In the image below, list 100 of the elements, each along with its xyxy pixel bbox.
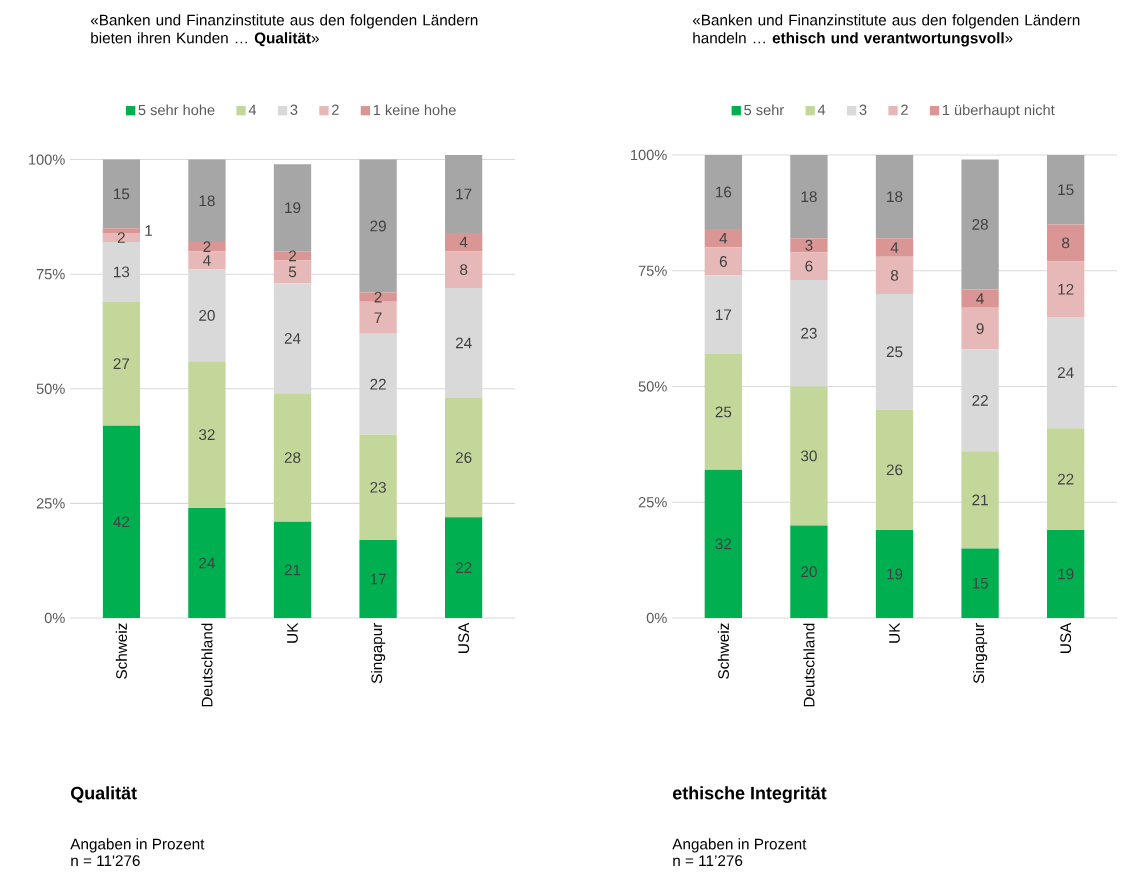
chart-title: «Banken und Finanzinstitute aus den folgenden Ländern handeln … ethisch und verantwortungsvoll» xyxy=(692,14,1080,47)
legend-label: 5 sehr xyxy=(744,104,784,116)
data-label: 32 xyxy=(715,538,732,550)
bar xyxy=(790,154,828,239)
bar xyxy=(359,301,397,334)
bar xyxy=(445,517,483,618)
bar xyxy=(1047,261,1085,318)
data-label: 2 xyxy=(117,232,125,243)
legend-label: 2 xyxy=(901,104,908,115)
legend-label: 5 sehr hohe xyxy=(138,104,215,116)
chart-title: «Banken und Finanzinstitute aus den folgenden Ländern bieten ihren Kunden … Qualität» xyxy=(90,14,478,47)
x-tick-label: Schweiz xyxy=(115,623,127,679)
x-tick-label: Deutschland xyxy=(803,623,815,707)
x-tick-label: USA xyxy=(1060,622,1072,653)
data-label: 13 xyxy=(114,266,130,278)
bar xyxy=(961,159,999,290)
bar xyxy=(1047,317,1085,429)
bar xyxy=(188,242,226,252)
text: Angaben in Prozent xyxy=(70,838,205,853)
data-label: 6 xyxy=(719,256,727,267)
data-label: 22 xyxy=(455,562,472,573)
data-label: 2 xyxy=(203,241,211,252)
data-label: 32 xyxy=(199,429,215,441)
bar xyxy=(102,228,141,233)
data-label: 15 xyxy=(114,188,130,200)
legend-label: 4 xyxy=(817,104,826,115)
bar xyxy=(102,242,141,302)
data-label: 4 xyxy=(459,236,468,248)
bar xyxy=(875,154,914,239)
bar xyxy=(102,301,141,426)
data-label: 8 xyxy=(460,264,468,275)
bar xyxy=(704,469,743,618)
text: n = 11'276 xyxy=(71,855,140,867)
data-label: 2 xyxy=(374,291,382,303)
bar xyxy=(704,275,743,355)
bar xyxy=(188,251,226,270)
y-tick-label: 25% xyxy=(36,498,65,509)
bar xyxy=(875,409,914,531)
data-label: 24 xyxy=(1057,367,1074,378)
data-label: 18 xyxy=(887,191,903,203)
data-label: 16 xyxy=(716,186,732,198)
data-label: 21 xyxy=(972,494,988,506)
bar xyxy=(273,260,312,284)
bar xyxy=(273,283,312,394)
x-tick-label: USA xyxy=(458,622,470,653)
data-label: 12 xyxy=(1058,283,1074,295)
bar xyxy=(704,229,743,248)
data-label: 6 xyxy=(805,260,813,272)
data-label: 5 xyxy=(288,266,297,278)
data-label: 19 xyxy=(285,202,301,214)
bar xyxy=(1047,154,1085,225)
bar xyxy=(359,159,397,293)
data-label: 1 xyxy=(145,225,153,236)
bar xyxy=(188,507,226,618)
bar xyxy=(875,238,914,257)
bar xyxy=(875,530,914,618)
legend-label: 1 überhaupt nicht xyxy=(942,104,1055,119)
data-label: 3 xyxy=(805,239,813,251)
bar xyxy=(188,159,226,243)
bar xyxy=(1047,428,1085,531)
data-label: 30 xyxy=(801,450,817,462)
bar xyxy=(102,425,141,618)
bar xyxy=(790,252,828,280)
data-label: 28 xyxy=(972,219,988,230)
x-tick-label: UK xyxy=(287,622,298,643)
x-tick-label: Deutschland xyxy=(201,623,213,707)
y-tick-label: 25% xyxy=(638,497,667,508)
x-tick-label: Singapur xyxy=(972,622,988,684)
bar xyxy=(359,333,397,435)
bar xyxy=(445,397,483,518)
bar xyxy=(359,434,397,541)
text: Angaben in Prozent xyxy=(672,838,807,853)
bar xyxy=(961,307,999,350)
bar xyxy=(273,164,312,252)
data-label: 23 xyxy=(801,327,817,339)
legend-label: 2 xyxy=(332,104,339,115)
data-label: 7 xyxy=(374,312,382,323)
bar xyxy=(704,247,743,276)
bar xyxy=(875,256,914,294)
bar xyxy=(445,154,483,233)
bar xyxy=(359,292,397,302)
y-tick-label: 75% xyxy=(36,269,65,280)
bar xyxy=(273,251,312,261)
bar xyxy=(961,289,999,308)
bar xyxy=(188,361,226,508)
bar xyxy=(188,269,226,362)
data-label: 24 xyxy=(455,337,472,349)
bar xyxy=(875,293,914,410)
bar xyxy=(790,525,828,618)
data-label: 18 xyxy=(801,191,817,203)
data-label: 27 xyxy=(113,358,130,369)
data-label: 26 xyxy=(455,452,472,463)
bar xyxy=(445,287,483,398)
data-label: 25 xyxy=(715,406,732,418)
text: ethische Integrität xyxy=(672,786,827,804)
legend-label: 1 keine hohe xyxy=(373,104,456,116)
data-label: 22 xyxy=(370,378,386,390)
legend-label: 3 xyxy=(290,104,298,115)
bar xyxy=(704,354,743,470)
text: Qualität xyxy=(71,786,137,803)
